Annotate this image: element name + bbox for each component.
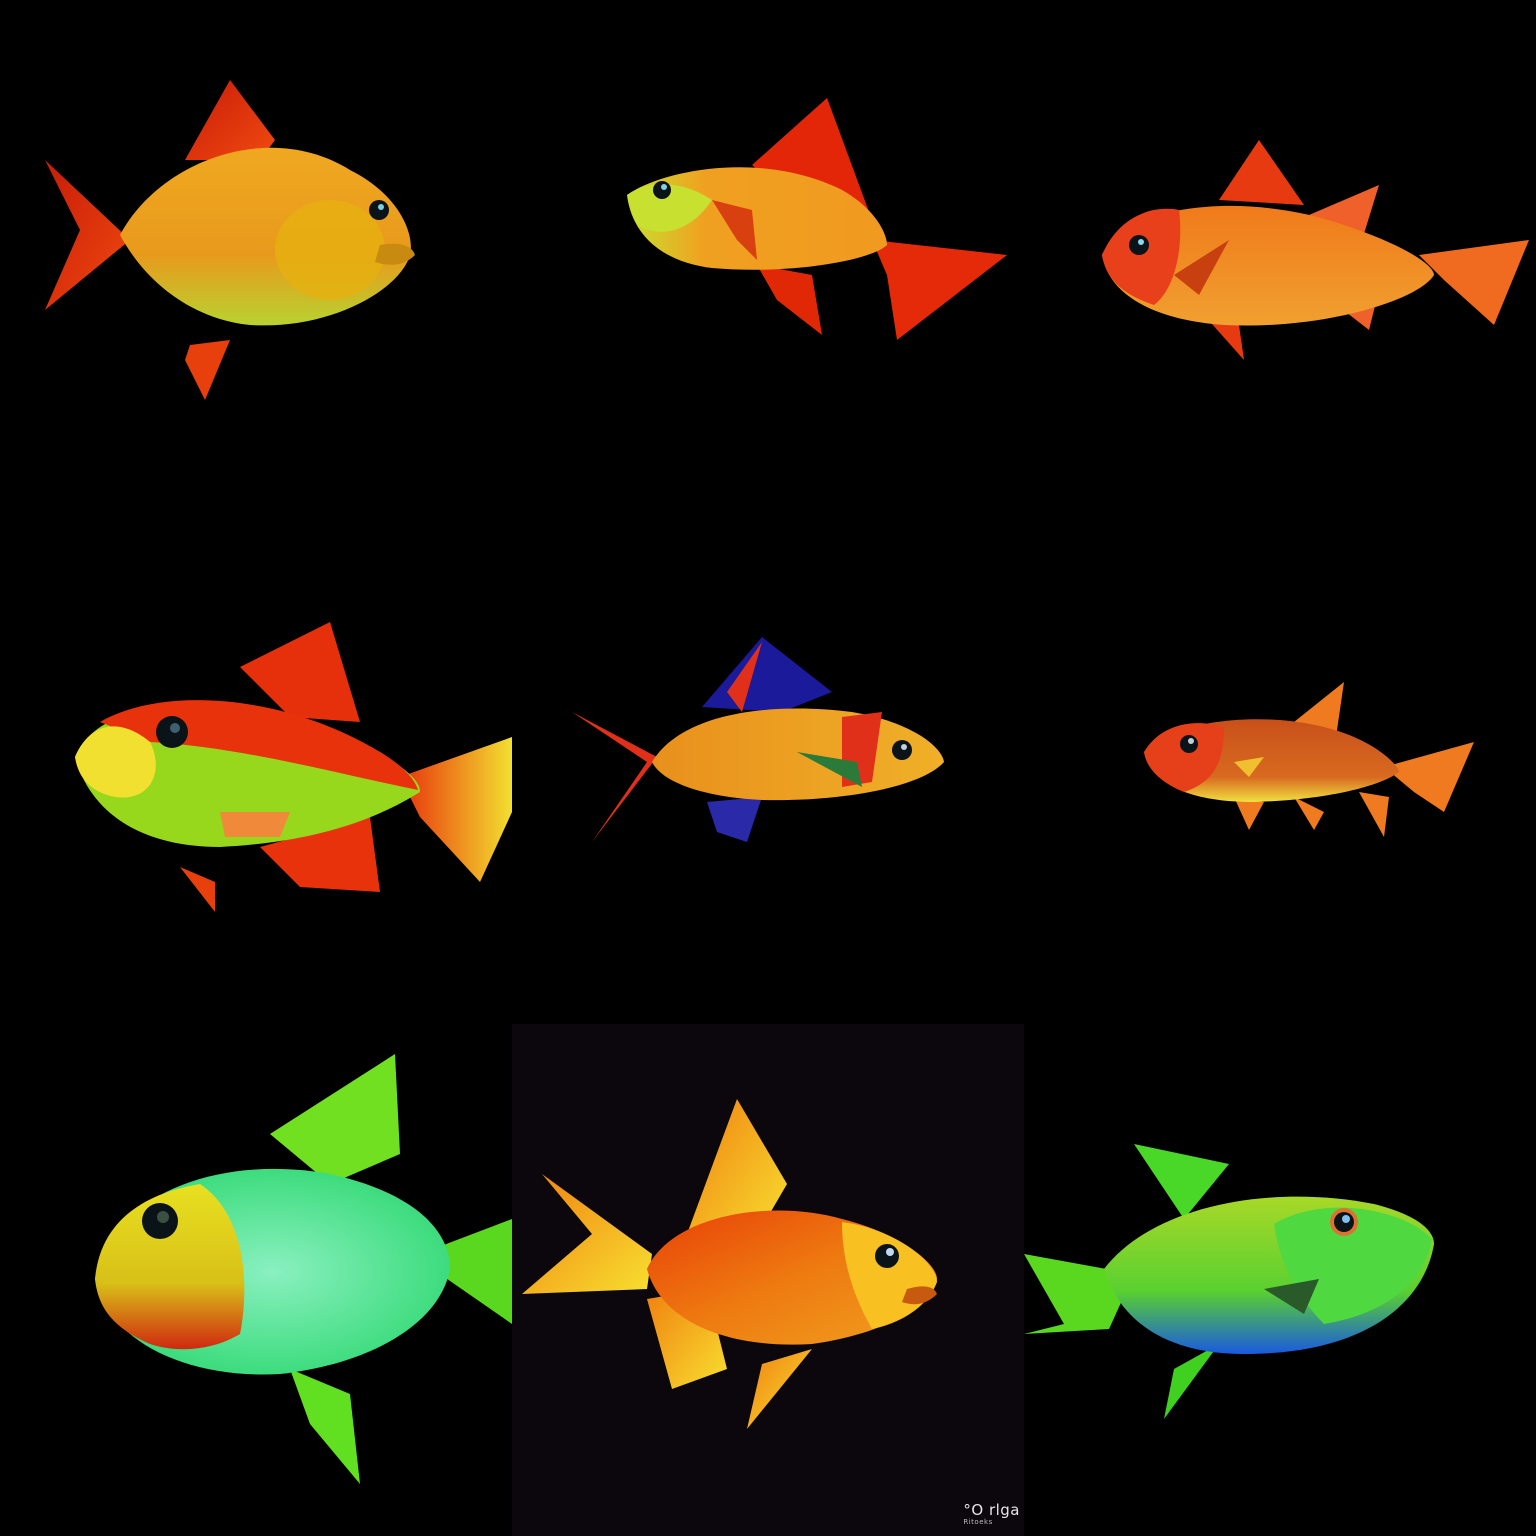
fish-green bbox=[95, 1054, 512, 1484]
fish-red-green bbox=[75, 622, 512, 912]
fish-tile-1 bbox=[0, 0, 512, 512]
fish-tile-7 bbox=[0, 1024, 512, 1536]
fish-tile-5 bbox=[512, 512, 1024, 1024]
fish-golden bbox=[522, 1099, 937, 1429]
fish-orange-yellow bbox=[45, 80, 415, 400]
fish-spotted-orange bbox=[1144, 682, 1474, 837]
fish-tile-6 bbox=[1024, 512, 1536, 1024]
fish-tile-2 bbox=[512, 0, 1024, 512]
fish-tile-3 bbox=[1024, 0, 1536, 512]
watermark: °O rlga Ritoeks bbox=[963, 1501, 1020, 1526]
fish-slender-orange bbox=[627, 98, 1007, 340]
fish-orange-koi bbox=[1102, 140, 1529, 360]
fish-tile-4 bbox=[0, 512, 512, 1024]
fish-orange-blue-fin bbox=[572, 637, 944, 842]
fish-tile-9 bbox=[1024, 1024, 1536, 1536]
fish-tile-8: °O rlga Ritoeks bbox=[512, 1024, 1024, 1536]
fish-green-blue bbox=[1024, 1144, 1434, 1419]
